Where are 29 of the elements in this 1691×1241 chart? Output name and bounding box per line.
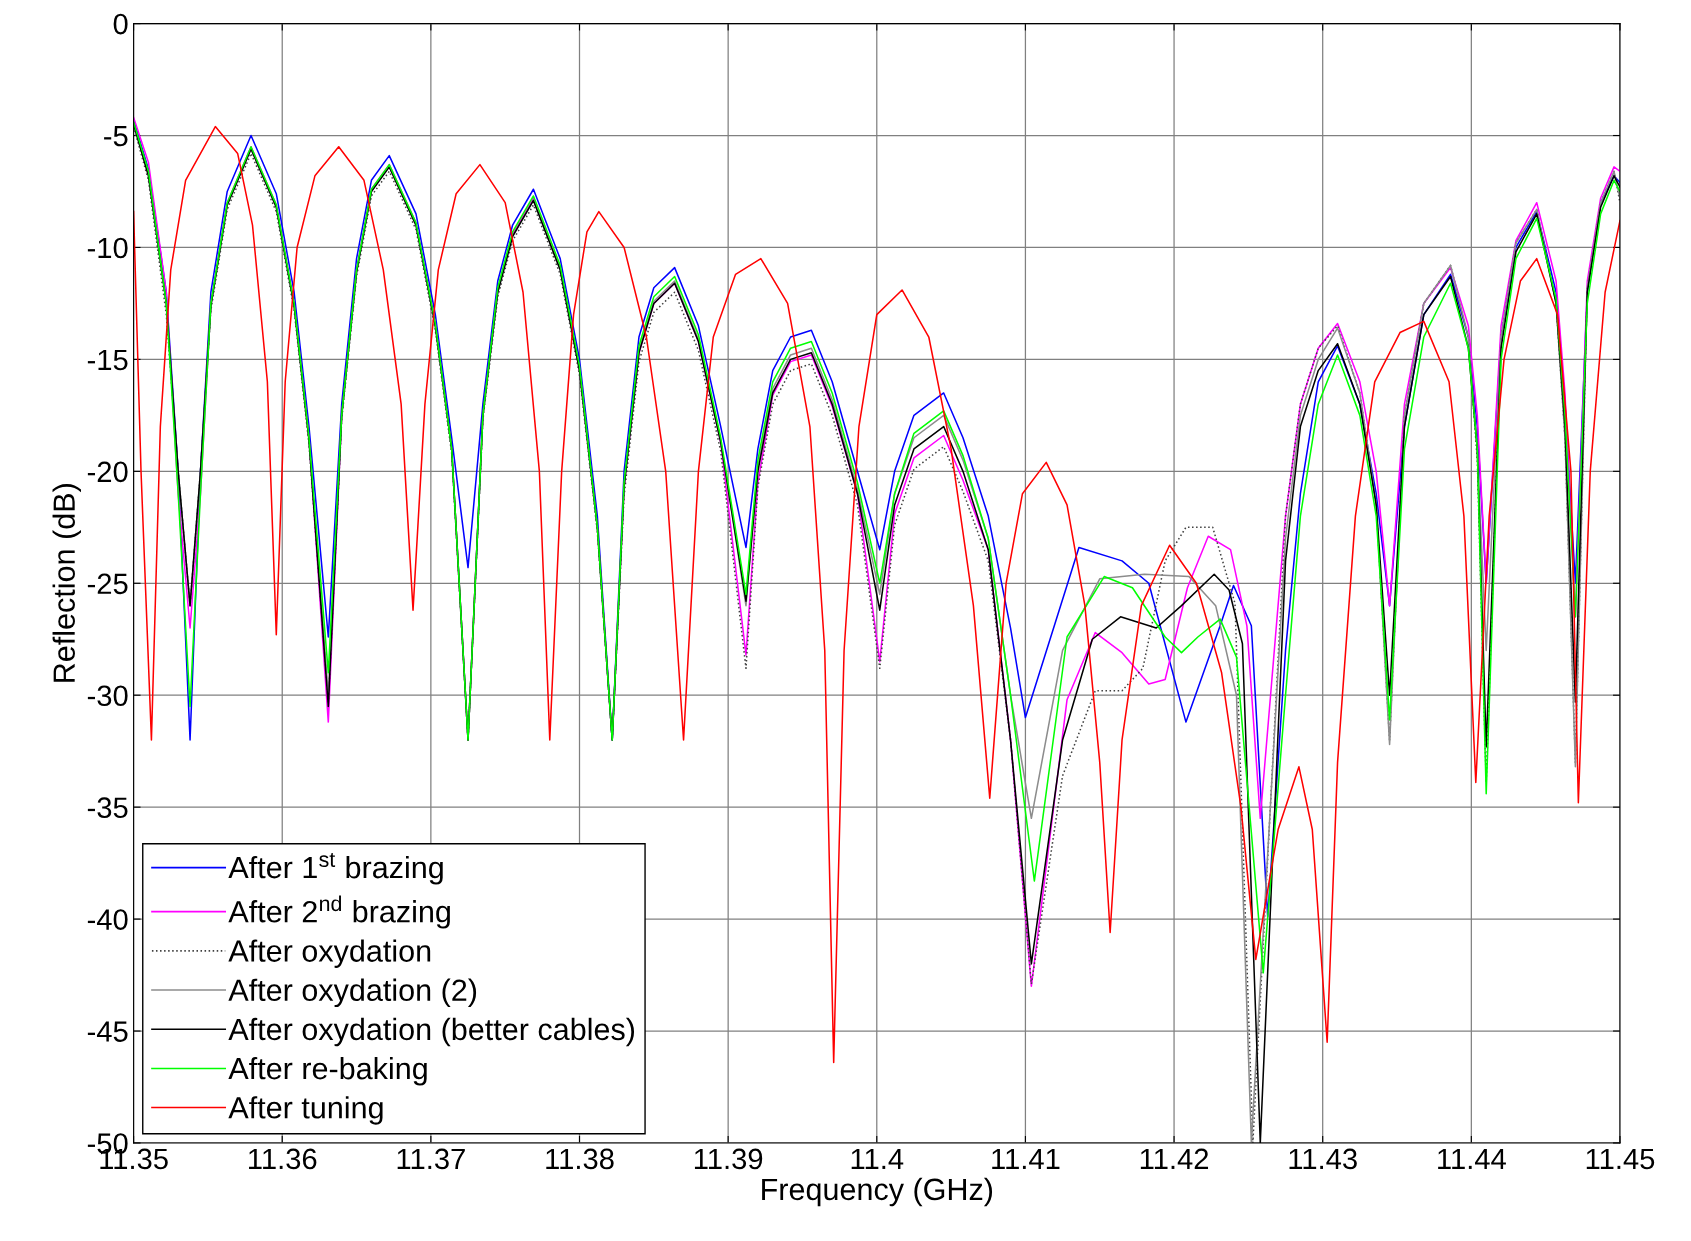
y-tick-label: -15 — [87, 349, 128, 371]
x-tick-label: 11.36 — [249, 1148, 317, 1170]
x-tick-label: 11.37 — [397, 1148, 465, 1170]
y-tick-label: -5 — [104, 126, 128, 147]
x-tick-label: 11.39 — [694, 1148, 763, 1170]
legend-label: After oxydation (2) — [228, 978, 477, 1008]
x-tick-label: 11.41 — [992, 1148, 1060, 1169]
y-tick-label: -45 — [87, 1021, 128, 1042]
x-axis-title: Frequency (GHz) — [762, 1177, 993, 1207]
legend-label: After oxydation — [228, 939, 431, 968]
x-tick-label: 11.4 — [851, 1148, 904, 1169]
legend-label: After 2$^{nd}$ brazing — [228, 895, 450, 929]
y-tick-label: -20 — [87, 461, 128, 483]
x-tick-label: 11.44 — [1438, 1148, 1506, 1169]
x-tick-label: 11.42 — [1140, 1148, 1209, 1169]
legend-label: After oxydation (better cables) — [228, 1017, 635, 1047]
y-tick-label: -25 — [87, 573, 128, 595]
x-tick-label: 11.43 — [1289, 1148, 1357, 1170]
legend-label: After 1$^{st}$ brazing — [228, 852, 443, 885]
x-tick-label: 11.45 — [1586, 1148, 1655, 1170]
y-axis-title: Reflection (dB) — [52, 484, 82, 682]
y-tick-label: -40 — [87, 909, 128, 930]
y-tick-label: -10 — [87, 237, 128, 259]
y-tick-label: -30 — [87, 685, 128, 707]
y-tick-label: 0 — [113, 13, 128, 35]
legend-label: After re-baking — [228, 1056, 427, 1086]
x-tick-label: 11.38 — [546, 1148, 614, 1170]
y-tick-label: -35 — [87, 797, 128, 818]
legend-label: After tuning — [228, 1096, 383, 1125]
